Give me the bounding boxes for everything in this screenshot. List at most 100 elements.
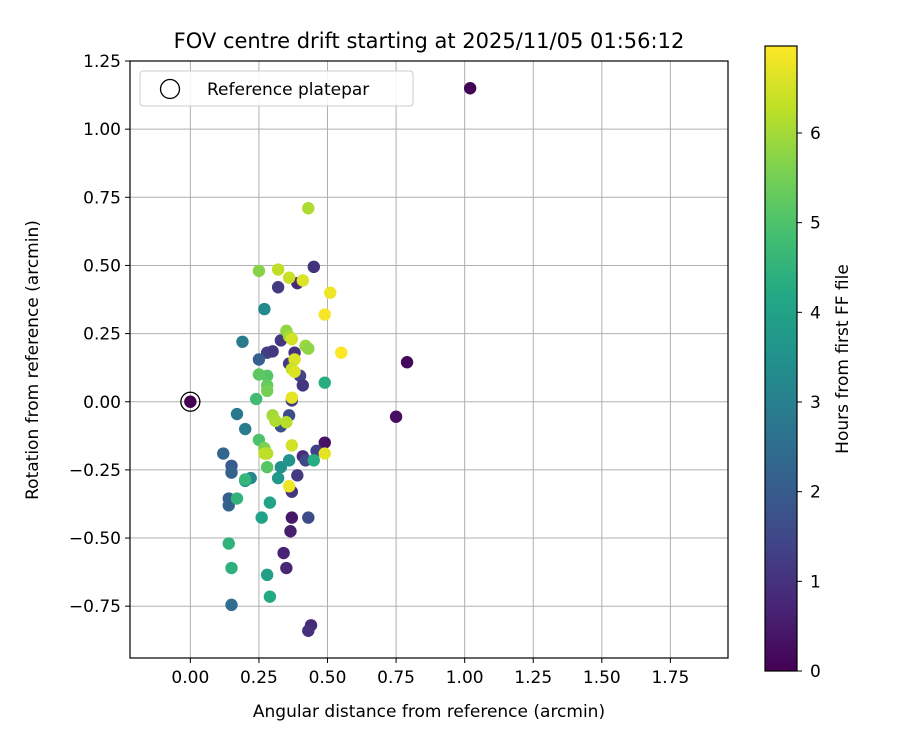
y-tick-label: −0.50 bbox=[69, 529, 121, 549]
x-tick-label: 0.75 bbox=[377, 668, 415, 688]
x-tick-label: 0.00 bbox=[171, 668, 209, 688]
data-point bbox=[463, 82, 477, 95]
colorbar-tick-label: 3 bbox=[810, 393, 821, 413]
data-point bbox=[258, 302, 271, 316]
data-point bbox=[249, 392, 263, 406]
data-point bbox=[274, 460, 288, 474]
data-point bbox=[255, 511, 268, 524]
y-tick-label: 1.00 bbox=[83, 120, 121, 140]
reference-point bbox=[184, 395, 197, 408]
data-point bbox=[318, 436, 331, 449]
data-point bbox=[318, 376, 331, 389]
data-point bbox=[252, 264, 266, 278]
x-tick-label: 0.25 bbox=[240, 668, 278, 688]
data-point bbox=[222, 499, 235, 512]
colorbar-label: Hours from first FF file bbox=[833, 264, 853, 454]
data-point bbox=[230, 492, 244, 505]
data-point bbox=[302, 624, 315, 637]
reference-point-group bbox=[180, 391, 201, 412]
data-point bbox=[260, 568, 274, 582]
colorbar-tick-label: 0 bbox=[810, 662, 821, 682]
data-point bbox=[302, 342, 315, 355]
colorbar bbox=[764, 45, 798, 672]
data-point bbox=[296, 274, 310, 287]
data-point bbox=[269, 414, 282, 428]
x-axis-ticks: 0.00 0.25 0.50 0.75 1.00 1.25 1.50 1.75 bbox=[171, 658, 689, 688]
data-point bbox=[285, 391, 299, 404]
data-point bbox=[225, 598, 238, 612]
data-point bbox=[222, 537, 235, 550]
data-point bbox=[263, 496, 277, 509]
data-point bbox=[282, 454, 296, 467]
data-point bbox=[260, 384, 274, 398]
data-point bbox=[252, 353, 266, 366]
chart-title: FOV centre drift starting at 2025/11/05 … bbox=[174, 29, 685, 53]
data-point bbox=[271, 471, 285, 485]
data-point bbox=[284, 525, 297, 538]
legend-box bbox=[139, 70, 414, 107]
x-tick-label: 1.00 bbox=[446, 668, 484, 688]
data-point bbox=[225, 466, 238, 479]
data-point bbox=[252, 368, 266, 381]
colorbar-tick-label: 4 bbox=[810, 303, 821, 323]
y-tick-label: 0.50 bbox=[83, 256, 121, 276]
reference-marker-ring bbox=[180, 391, 201, 412]
data-point bbox=[280, 415, 293, 429]
legend-label-reference: Reference platepar bbox=[207, 80, 369, 100]
plot-frame bbox=[129, 60, 729, 659]
y-tick-label: 0.00 bbox=[83, 393, 121, 413]
data-point bbox=[389, 410, 403, 423]
data-point bbox=[258, 447, 271, 460]
legend: Reference platepar bbox=[139, 70, 414, 107]
data-point bbox=[318, 447, 331, 460]
y-axis-label: Rotation from reference (arcmin) bbox=[23, 220, 43, 500]
y-tick-label: 0.25 bbox=[83, 325, 121, 345]
data-point bbox=[307, 260, 320, 274]
grid-lines bbox=[130, 60, 728, 658]
data-points bbox=[217, 82, 477, 637]
data-point bbox=[282, 480, 296, 493]
y-tick-label: 0.75 bbox=[83, 188, 121, 208]
data-point bbox=[291, 469, 304, 482]
data-point bbox=[230, 407, 244, 421]
data-point bbox=[318, 308, 331, 321]
data-point bbox=[285, 439, 299, 452]
data-point bbox=[239, 473, 252, 486]
data-point bbox=[225, 561, 238, 575]
data-point bbox=[280, 561, 293, 575]
data-point bbox=[285, 511, 299, 524]
legend-marker-circle bbox=[159, 78, 181, 100]
data-point bbox=[335, 346, 348, 359]
data-point bbox=[236, 335, 249, 348]
data-point bbox=[285, 332, 299, 346]
colorbar-tick-label: 2 bbox=[810, 483, 821, 503]
data-point bbox=[266, 345, 279, 358]
x-tick-label: 1.25 bbox=[514, 668, 552, 688]
data-point bbox=[296, 379, 310, 392]
colorbar-tick-label: 6 bbox=[810, 124, 821, 144]
data-point bbox=[271, 263, 285, 276]
data-point bbox=[307, 454, 320, 467]
y-tick-label: 1.25 bbox=[83, 52, 121, 72]
x-tick-label: 1.75 bbox=[651, 668, 689, 688]
data-point bbox=[260, 460, 274, 474]
data-point bbox=[288, 353, 301, 366]
data-point bbox=[400, 356, 414, 369]
x-tick-label: 1.50 bbox=[583, 668, 621, 688]
colorbar-tick-label: 5 bbox=[810, 214, 821, 234]
data-point bbox=[271, 281, 285, 294]
data-point bbox=[263, 590, 277, 603]
colorbar-tick-label: 1 bbox=[810, 572, 821, 592]
y-tick-label: −0.75 bbox=[69, 597, 121, 617]
y-tick-label: −0.25 bbox=[69, 461, 121, 481]
data-point bbox=[302, 511, 315, 524]
data-point bbox=[277, 546, 290, 560]
data-point bbox=[324, 286, 337, 299]
data-point bbox=[302, 202, 315, 215]
data-point bbox=[288, 365, 301, 378]
x-tick-label: 0.50 bbox=[309, 668, 347, 688]
y-axis-ticks: −0.75 −0.50 −0.25 0.00 0.25 0.50 0.75 1.00 1.25 bbox=[69, 52, 130, 617]
data-point bbox=[217, 447, 230, 460]
data-point bbox=[239, 422, 252, 436]
